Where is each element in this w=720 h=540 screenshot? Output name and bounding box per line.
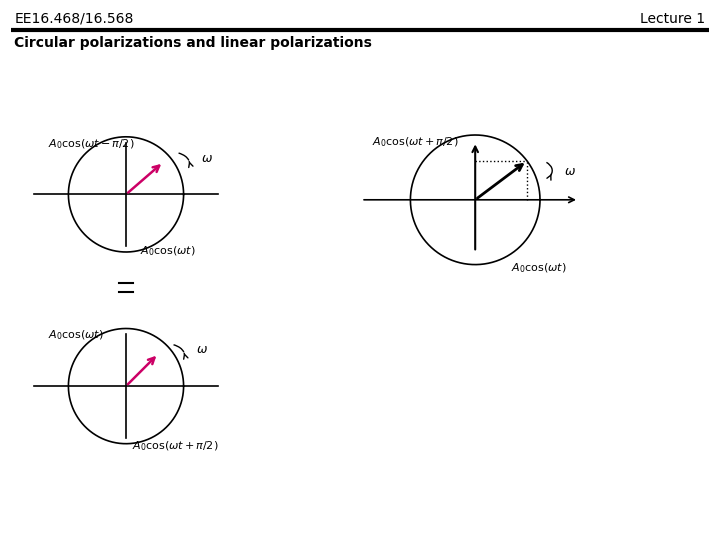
Text: EE16.468/16.568: EE16.468/16.568 (14, 12, 134, 26)
Text: $\omega$: $\omega$ (201, 152, 213, 165)
Text: $\omega$: $\omega$ (196, 343, 208, 356)
Text: $A_0\cos(\omega t - \pi/2)$: $A_0\cos(\omega t - \pi/2)$ (48, 137, 135, 151)
Text: Circular polarizations and linear polarizations: Circular polarizations and linear polari… (14, 36, 372, 50)
Text: $A_0\cos(\omega t + \pi/2)$: $A_0\cos(\omega t + \pi/2)$ (132, 440, 218, 453)
Text: $A_0\cos(\omega t)$: $A_0\cos(\omega t)$ (511, 262, 567, 275)
Text: $\omega$: $\omega$ (564, 165, 577, 178)
Text: $A_0\cos(\omega t)$: $A_0\cos(\omega t)$ (140, 245, 196, 258)
Text: $A_0\cos(\omega t)$: $A_0\cos(\omega t)$ (48, 329, 104, 342)
Text: $A_0\cos(\omega t + \pi/2)$: $A_0\cos(\omega t + \pi/2)$ (372, 135, 458, 148)
Text: Lecture 1: Lecture 1 (641, 12, 706, 26)
